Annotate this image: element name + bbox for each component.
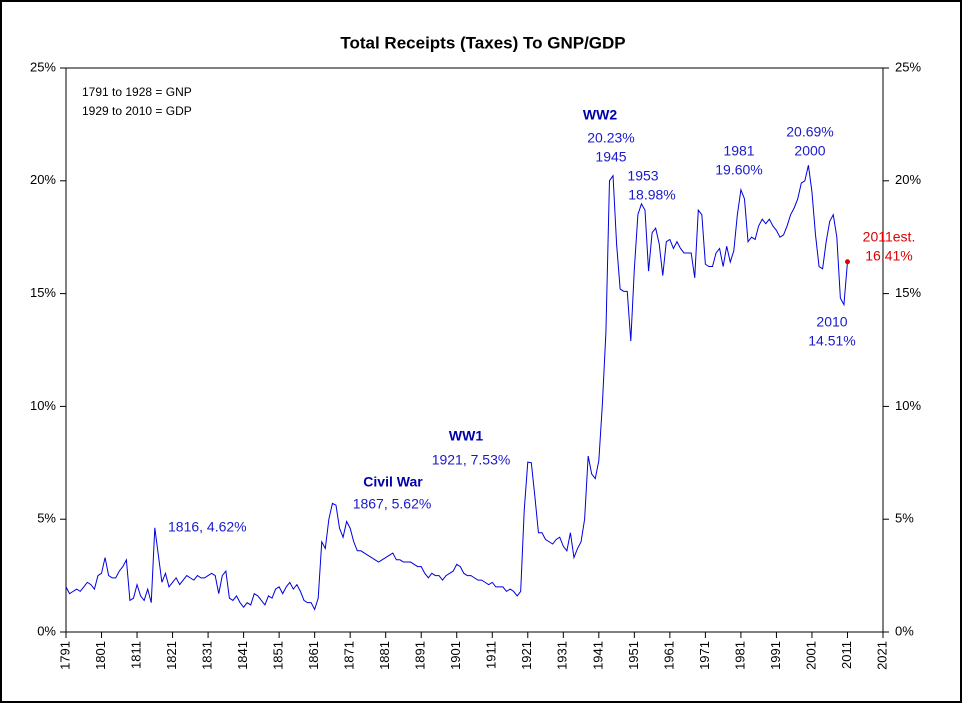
y2-tick-label: 20% (895, 172, 921, 187)
annotation: Civil War (363, 474, 423, 490)
y-tick-label: 10% (30, 398, 56, 413)
y2-tick-label: 0% (895, 623, 914, 638)
x-tick-label: 1901 (448, 641, 463, 670)
x-tick-label: 1821 (164, 641, 179, 670)
y2-tick-label: 15% (895, 285, 921, 300)
annotation: 1929 to 2010 = GDP (82, 104, 192, 118)
y2-tick-label: 10% (895, 398, 921, 413)
x-tick-label: 1931 (555, 641, 570, 670)
x-tick-label: 1871 (342, 641, 357, 670)
y2-tick-label: 25% (895, 59, 921, 74)
x-tick-label: 1831 (200, 641, 215, 670)
x-tick-label: 2011 (839, 641, 854, 669)
annotation: 1867, 5.62% (353, 496, 432, 512)
x-tick-label: 1791 (57, 641, 72, 670)
x-tick-label: 1801 (93, 641, 108, 670)
annotation: WW2 (583, 107, 617, 123)
y2-tick-label: 5% (895, 511, 914, 526)
x-tick-label: 1941 (590, 641, 605, 670)
annotation: 18.98% (628, 187, 675, 203)
x-tick-label: 1971 (697, 641, 712, 670)
x-tick-label: 1881 (377, 641, 392, 670)
annotation: 19.60% (715, 162, 762, 178)
x-tick-label: 1951 (626, 641, 641, 670)
annotation: WW1 (449, 428, 483, 444)
x-tick-label: 1841 (235, 641, 250, 670)
y-tick-label: 25% (30, 59, 56, 74)
annotation: 1791 to 1928 = GNP (82, 85, 192, 99)
annotation: 20.23% (587, 130, 634, 146)
x-tick-label: 1921 (519, 641, 534, 670)
chart-title: Total Receipts (Taxes) To GNP/GDP (340, 33, 625, 52)
annotation: 1981 (723, 143, 754, 159)
x-tick-label: 1981 (732, 641, 747, 670)
x-tick-label: 1811 (128, 641, 143, 669)
y-tick-label: 5% (37, 511, 56, 526)
plot-area (65, 67, 884, 633)
x-tick-label: 1961 (661, 641, 676, 670)
annotation: 1921, 7.53% (432, 452, 511, 468)
annotation: 1953 (627, 168, 658, 184)
annotation: 16.41% (865, 248, 912, 264)
annotation: 20.69% (786, 124, 833, 140)
annotation: 2000 (794, 143, 825, 159)
y-tick-label: 15% (30, 285, 56, 300)
annotation: 2011est. (863, 229, 916, 245)
annotation: 1945 (595, 149, 626, 165)
annotation: 14.51% (808, 333, 855, 349)
x-tick-label: 1911 (484, 641, 499, 669)
x-tick-label: 1851 (271, 641, 286, 670)
x-tick-label: 1891 (413, 641, 428, 670)
y-tick-label: 0% (37, 623, 56, 638)
x-tick-label: 2001 (803, 641, 818, 670)
estimate-point (844, 259, 850, 265)
x-tick-label: 2021 (874, 641, 889, 670)
line (65, 165, 848, 611)
annotation: 2010 (816, 314, 847, 330)
y-tick-label: 20% (30, 172, 56, 187)
annotation: 1816, 4.62% (168, 519, 247, 535)
x-tick-label: 1991 (768, 641, 783, 670)
x-tick-label: 1861 (306, 641, 321, 670)
